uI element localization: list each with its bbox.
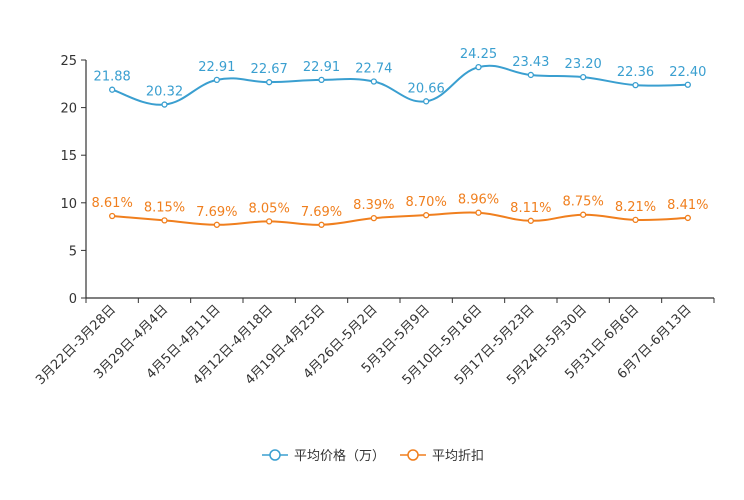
legend-marker-icon [407, 449, 419, 461]
data-label: 8.15% [144, 200, 185, 215]
data-label: 20.66 [408, 81, 445, 96]
data-point [684, 214, 691, 222]
data-point [580, 73, 587, 81]
data-label: 8.96% [458, 193, 499, 208]
data-label: 8.21% [615, 200, 656, 215]
data-label: 23.43 [512, 55, 549, 70]
y-tick-label: 5 [69, 244, 77, 259]
series-line-0 [111, 64, 688, 106]
data-point [109, 212, 116, 220]
data-label: 8.41% [667, 198, 708, 213]
data-label: 8.11% [510, 201, 551, 216]
data-point [580, 211, 587, 218]
data-label: 8.61% [92, 196, 133, 211]
data-label: 7.69% [196, 205, 237, 220]
data-point [266, 79, 273, 86]
data-label: 22.40 [669, 65, 706, 80]
y-tick-label: 20 [60, 102, 77, 117]
legend-label: 平均价格（万） [294, 448, 385, 464]
data-label: 8.75% [563, 195, 604, 210]
y-tick-label: 0 [69, 292, 77, 307]
legend-item-1[interactable]: 平均折扣 [400, 449, 484, 464]
data-label: 8.05% [249, 201, 290, 216]
data-point [161, 217, 168, 224]
data-label: 8.70% [406, 195, 447, 210]
data-label: 23.20 [565, 57, 602, 72]
legend-item-0[interactable]: 平均价格（万） [262, 448, 385, 464]
data-label: 20.32 [146, 85, 183, 100]
data-point [266, 218, 273, 225]
data-label: 22.67 [251, 62, 288, 77]
data-point [423, 98, 430, 105]
data-label: 21.88 [94, 70, 131, 85]
series-layer: 21.88 20.32 22.91 22.67 22.91 22.74 20.66 24.25… [92, 47, 708, 228]
data-point [109, 86, 116, 93]
y-tick-label: 25 [60, 54, 77, 69]
data-point [423, 212, 430, 219]
data-point [475, 63, 482, 71]
data-label: 24.25 [460, 47, 497, 62]
data-label: 7.69% [301, 205, 342, 220]
data-label: 22.74 [355, 62, 392, 77]
data-point [475, 209, 482, 216]
data-point [318, 76, 325, 84]
y-tick-label: 15 [60, 149, 77, 164]
data-label: 22.91 [198, 60, 235, 75]
data-point [213, 221, 220, 228]
legend-label: 平均折扣 [432, 449, 484, 464]
data-label: 22.36 [617, 65, 654, 80]
legend[interactable]: 平均价格（万） 平均折扣 [262, 448, 484, 464]
data-point [527, 217, 534, 224]
data-point [213, 76, 220, 84]
data-point [684, 81, 691, 88]
legend-marker-icon [269, 449, 281, 461]
data-point [632, 81, 639, 89]
data-point [370, 78, 377, 85]
data-point [370, 214, 377, 222]
data-point [161, 101, 168, 108]
series-line-1 [112, 211, 688, 226]
data-point [318, 221, 325, 228]
data-label: 8.39% [353, 198, 394, 213]
data-point [527, 71, 534, 79]
y-tick-label: 10 [60, 197, 77, 212]
data-point [632, 216, 639, 223]
data-label: 22.91 [303, 60, 340, 75]
